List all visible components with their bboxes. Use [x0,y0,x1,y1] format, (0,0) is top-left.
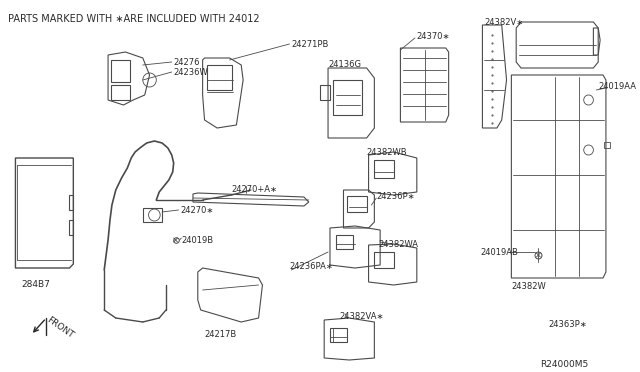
Text: 284B7: 284B7 [21,280,50,289]
Bar [111,85,131,100]
Text: 24236P∗: 24236P∗ [376,192,415,201]
Text: PARTS MARKED WITH ∗ARE INCLUDED WITH 24012: PARTS MARKED WITH ∗ARE INCLUDED WITH 240… [8,14,259,24]
Text: 24382V∗: 24382V∗ [484,18,524,27]
Text: 24382WA: 24382WA [378,240,418,249]
Text: 24382W: 24382W [511,282,546,291]
Text: R24000M5: R24000M5 [540,360,589,369]
Text: 24217B: 24217B [205,330,237,339]
Text: 24270∗: 24270∗ [180,206,214,215]
Text: 24270+A∗: 24270+A∗ [232,185,278,194]
Bar [374,160,394,178]
Text: 24276: 24276 [173,58,200,67]
Bar [330,328,348,342]
Bar [143,208,162,222]
Text: 24236W: 24236W [173,68,209,77]
Text: FRONT: FRONT [45,315,75,340]
Bar [333,80,362,115]
Bar [348,196,367,212]
Text: 24363P∗: 24363P∗ [548,320,587,329]
Bar [374,252,394,268]
Text: 24019B: 24019B [181,236,214,245]
Bar [207,65,232,90]
Text: 24019AA: 24019AA [598,82,636,91]
Text: 24236PA∗: 24236PA∗ [289,262,333,271]
Text: 24271PB: 24271PB [291,40,329,49]
Text: 24136G: 24136G [328,60,361,69]
Text: 24382VA∗: 24382VA∗ [340,312,384,321]
Bar [111,60,131,82]
Bar [321,85,330,100]
Text: 24382WB: 24382WB [367,148,407,157]
Text: 24370∗: 24370∗ [417,32,451,41]
Bar [336,235,353,249]
Text: 24019AB: 24019AB [481,248,518,257]
